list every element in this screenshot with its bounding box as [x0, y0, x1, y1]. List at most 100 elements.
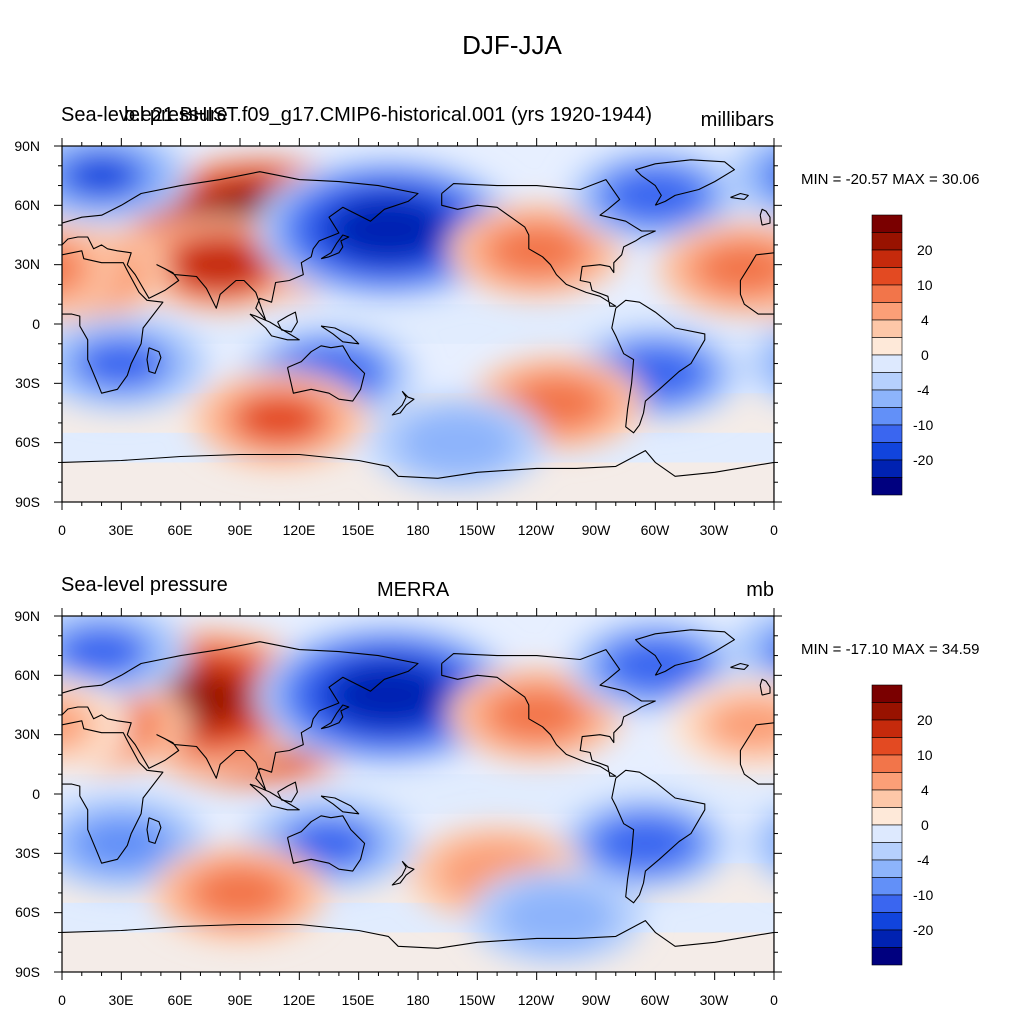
coastline-indonesia [249, 313, 300, 341]
panel1-lat-label: 30S [15, 375, 40, 391]
panel2-center-title: MERRA [377, 579, 450, 601]
coastline-africaW [739, 722, 774, 785]
panel1-lon-label: 150E [341, 522, 375, 538]
panel2-colorbar [871, 684, 903, 966]
panel2-lon-label: 0 [58, 992, 66, 1008]
colorbar-box [871, 442, 903, 461]
coastline-antarctica [62, 450, 774, 502]
colorbar-box [871, 302, 903, 321]
colorbar-box [871, 284, 903, 303]
panel1-lon-label: 90W [581, 522, 611, 538]
anomaly-contour [190, 248, 250, 281]
panel2-colorbar-label: 0 [921, 817, 929, 833]
panel2-lat-label: 30S [15, 845, 40, 861]
anomaly-contour [350, 208, 427, 250]
colorbar-box [871, 789, 903, 808]
coastline-borneo [277, 781, 298, 803]
colorbar-box [871, 372, 903, 391]
colorbar-box [871, 947, 903, 966]
anomaly-contour [760, 156, 774, 195]
panel2-colorbar-label: -4 [917, 852, 930, 868]
colorbar-box [871, 912, 903, 931]
coastline-africaW [739, 252, 774, 315]
coastline-australia [286, 815, 366, 872]
coastline-namerica [441, 179, 656, 307]
panel2-lon-label: 180 [406, 992, 430, 1008]
coastline-antarctica [62, 920, 774, 972]
coastline-indonesia [249, 783, 300, 811]
panel1-colorbar-label: -10 [913, 417, 934, 433]
anomaly-contour [492, 226, 581, 276]
anomaly-contour [745, 327, 774, 400]
colorbar-box [871, 842, 903, 861]
colorbar-box [871, 894, 903, 913]
coastline-greenland [635, 629, 735, 676]
panel2-lat-label: 60N [14, 667, 40, 683]
panel1-left-title: Sea-level pressure [61, 104, 228, 126]
panel1-colorbar-label: 0 [921, 347, 929, 363]
panel1-lat-label: 90S [15, 494, 40, 510]
coastline-eurasia [62, 641, 419, 791]
panel1-lon-label: 60E [167, 522, 193, 538]
panel1-colorbar-label: 20 [917, 242, 933, 258]
coastline-africa [62, 250, 164, 394]
anomaly-contour [512, 378, 601, 428]
panel2-units: mb [746, 579, 774, 601]
panel2-lon-label: 90W [581, 992, 611, 1008]
panel2-lon-label: 0 [770, 992, 778, 1008]
panel2-left-title: Sea-level pressure [61, 574, 228, 596]
panel1-minmax: MIN = -20.57 MAX = 30.06 [801, 171, 980, 188]
panel1-frame [54, 138, 782, 510]
panel1-map [62, 146, 774, 502]
panel2-lat-label: 30N [14, 726, 40, 742]
colorbar-box [871, 389, 903, 408]
colorbar-box [871, 214, 903, 233]
coastline-madagascar [146, 347, 162, 374]
anomaly-contour [77, 339, 166, 388]
colorbar-box [871, 459, 903, 478]
anomaly-contour [743, 146, 774, 208]
anomaly-contour [350, 674, 427, 716]
panel1-colorbar-label: 4 [921, 312, 929, 328]
panel1-lon-label: 180 [406, 522, 430, 538]
panel2-minmax: MIN = -17.10 MAX = 34.59 [801, 641, 980, 658]
colorbar-box [871, 337, 903, 356]
map-border [61, 615, 775, 973]
coastline-samerica [611, 299, 706, 434]
panel1-lon-label: 120W [517, 522, 555, 538]
colorbar-box [871, 772, 903, 791]
colorbar-box [871, 407, 903, 426]
coastline-japan [320, 234, 350, 260]
coastline-newguinea [320, 325, 360, 345]
panel2-lon-label: 90E [227, 992, 253, 1008]
panel1-colorbar [871, 214, 903, 496]
coastline-britain [759, 208, 771, 226]
panel1-lon-label: 60W [640, 522, 670, 538]
panel2-lat-label: 60S [15, 904, 40, 920]
map-band [62, 932, 774, 972]
coastline-africa [62, 720, 164, 864]
panel1-lon-label: 150W [458, 522, 496, 538]
coastline-australia [286, 345, 366, 402]
panel1-units: millibars [700, 109, 774, 131]
panel1-colorbar-label: -20 [913, 452, 934, 468]
colorbar-box [871, 824, 903, 843]
panel1-colorbar-label: -4 [917, 382, 930, 398]
colorbar-box [871, 719, 903, 738]
anomaly-contour [398, 410, 517, 475]
colorbar-box [871, 232, 903, 251]
anomaly-contour [77, 819, 166, 868]
anomaly-contour [66, 156, 137, 196]
panel1-lon-label: 30W [699, 522, 729, 538]
colorbar-box [871, 807, 903, 826]
panel2-lon-label: 30E [108, 992, 134, 1008]
anomaly-contour [769, 641, 774, 663]
coastlines [62, 159, 774, 502]
anomaly-contour [285, 819, 373, 868]
anomaly-contour [767, 347, 774, 380]
coastline-nz [391, 860, 415, 886]
panel2-map [62, 616, 774, 972]
coastline-namerica [441, 649, 656, 777]
anomaly-contour [62, 250, 77, 287]
colorbar-box [871, 424, 903, 443]
